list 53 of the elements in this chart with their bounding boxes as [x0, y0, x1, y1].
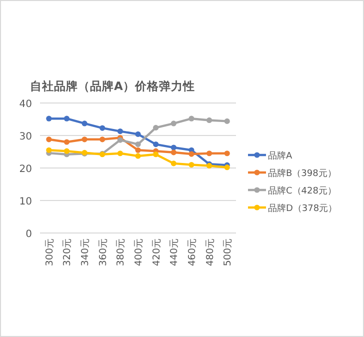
legend-label: 品牌A — [268, 150, 293, 162]
x-tick-label: 360元 — [98, 238, 109, 266]
x-tick-label: 460元 — [186, 238, 198, 266]
y-tick-label: 10 — [19, 196, 32, 208]
point — [224, 164, 230, 170]
y-tick-label: 30 — [19, 132, 32, 142]
point — [82, 120, 88, 126]
x-tick-label: 400元 — [134, 238, 144, 266]
point — [170, 150, 176, 156]
legend-label: 品牌B（398元） — [268, 168, 336, 179]
point — [206, 150, 212, 156]
x-tick-label: 340元 — [80, 238, 92, 266]
x-tick-label: 420元 — [151, 238, 162, 266]
point — [188, 162, 194, 168]
point — [135, 147, 141, 153]
point — [46, 116, 52, 122]
point — [64, 139, 70, 145]
point — [46, 147, 52, 153]
legend-label: 品牌C（428元） — [268, 186, 336, 196]
y-tick-label: 40 — [19, 99, 32, 110]
x-tick-label: 320元 — [62, 238, 74, 266]
point — [188, 116, 194, 122]
point — [117, 150, 123, 156]
y-tick-label: 0 — [26, 229, 32, 240]
point — [117, 128, 123, 134]
point — [153, 124, 159, 130]
point — [153, 141, 159, 148]
point — [170, 160, 176, 166]
point — [188, 151, 194, 157]
legend-label: 品牌D（378元） — [268, 203, 338, 214]
point — [206, 117, 212, 124]
point — [224, 118, 230, 124]
point — [135, 153, 141, 159]
point — [64, 148, 70, 154]
point — [100, 125, 106, 131]
point — [170, 144, 176, 150]
x-tick-label: 500元 — [222, 238, 234, 266]
point — [135, 131, 141, 137]
point — [153, 152, 159, 158]
point — [82, 136, 88, 142]
point — [64, 116, 70, 122]
x-tick-label: 300元 — [44, 238, 56, 266]
chart-title: 自社品牌（品牌A）价格弹力性 — [30, 79, 195, 93]
point — [135, 141, 141, 148]
x-tick-label: 380元 — [116, 238, 127, 266]
point — [100, 136, 106, 142]
y-tick-label: 20 — [19, 164, 32, 175]
point — [46, 136, 52, 142]
point — [224, 150, 230, 156]
x-tick-label: 480元 — [204, 238, 216, 266]
x-tick-label: 440元 — [169, 238, 180, 266]
point — [117, 137, 123, 143]
point — [170, 120, 176, 126]
